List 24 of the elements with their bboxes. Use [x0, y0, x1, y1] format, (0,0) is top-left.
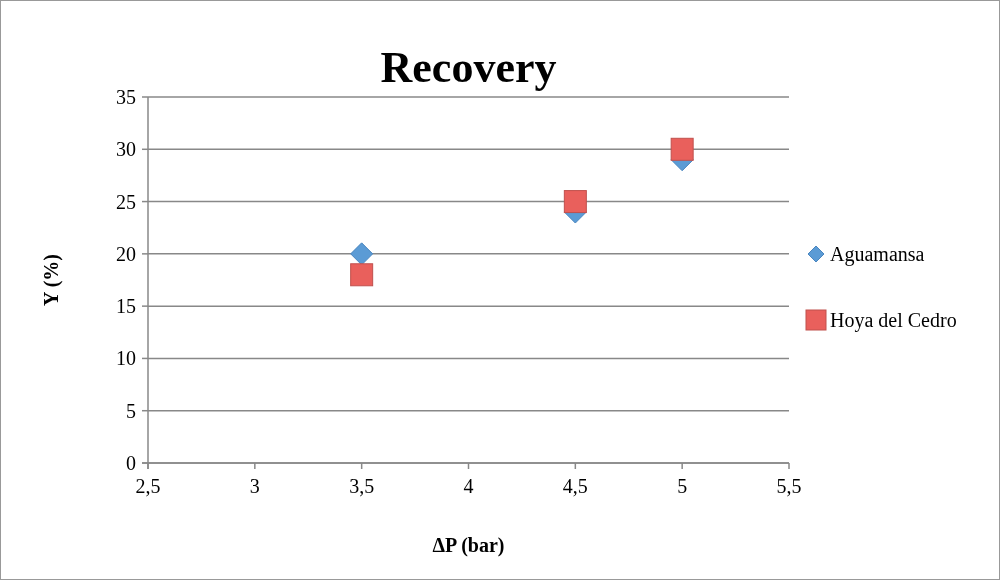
- y-tick-label: 5: [126, 399, 136, 422]
- y-tick-label: 20: [116, 242, 136, 265]
- point: [563, 190, 587, 214]
- x-tick-label: 3: [249, 475, 260, 497]
- x-tick-label: 5,5: [776, 475, 802, 497]
- y-tick-label: 35: [116, 86, 136, 108]
- chart-title: Recovery: [380, 43, 557, 92]
- y-tick-label: 10: [116, 347, 136, 370]
- y-tick-label: 25: [116, 190, 136, 213]
- x-tick-label: 3,5: [349, 475, 375, 497]
- y-tick-label: 30: [116, 138, 136, 161]
- legend-label: Hoya del Cedro: [830, 309, 957, 332]
- point: [350, 242, 374, 266]
- x-axis-title: ΔP (bar): [432, 534, 505, 557]
- x-tick-label: 5: [677, 475, 688, 497]
- point: [350, 263, 374, 287]
- point: [670, 137, 694, 161]
- x-tick-label: 4: [463, 475, 474, 497]
- x-tick-label: 2,5: [135, 475, 161, 497]
- y-tick-label: 15: [116, 295, 136, 318]
- x-tick-label: 4,5: [562, 475, 588, 497]
- y-axis-title: Y (%): [40, 253, 63, 307]
- legend-label: Aguamansa: [830, 243, 925, 266]
- y-tick-label: 0: [126, 452, 136, 474]
